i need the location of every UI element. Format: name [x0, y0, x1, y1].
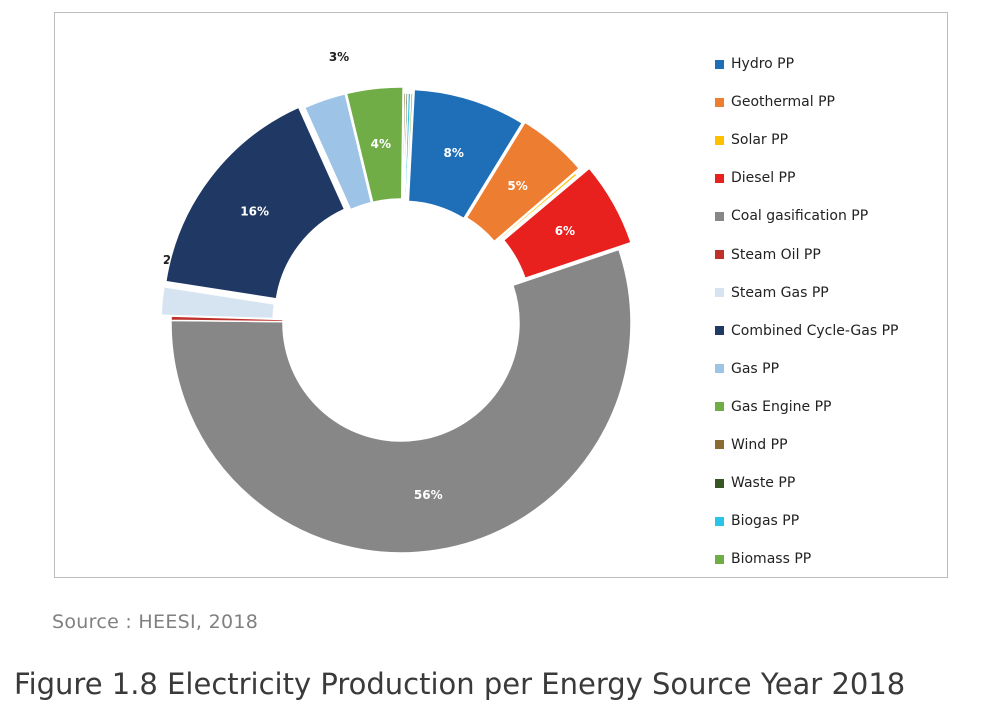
- slice-gas-pp: [303, 92, 373, 211]
- legend-label: Gas PP: [731, 360, 780, 377]
- slice-geothermal-pp: [465, 121, 581, 243]
- legend-item: Gas Engine PP: [715, 388, 898, 426]
- legend-swatch: [715, 478, 724, 488]
- donut-chart: 8%5%6%56%2%16%3%4%: [160, 50, 633, 554]
- legend-label: Biogas PP: [731, 513, 800, 530]
- legend-item: Wind PP: [715, 426, 898, 464]
- legend-label: Steam Oil PP: [731, 246, 821, 263]
- legend-item: Geothermal PP: [715, 83, 898, 121]
- data-label-combined-cycle-gas-pp: 16%: [240, 204, 269, 218]
- data-label-geothermal-pp: 5%: [507, 179, 527, 193]
- legend-label: Solar PP: [731, 132, 789, 149]
- legend-item: Biogas PP: [715, 502, 898, 540]
- slice-coal-gasification-pp: [170, 248, 632, 554]
- slice-combined-cycle-gas-pp: [164, 106, 346, 300]
- slice-hydro-pp: [407, 88, 524, 220]
- legend: Hydro PP Geothermal PP Solar PP Diesel PP Co…: [715, 45, 898, 578]
- legend-label: Geothermal PP: [731, 94, 835, 111]
- legend-item: Steam Oil PP: [715, 235, 898, 273]
- legend-swatch: [715, 173, 724, 183]
- legend-label: Diesel PP: [731, 170, 796, 187]
- legend-item: Diesel PP: [715, 159, 898, 197]
- legend-item: Gas PP: [715, 350, 898, 388]
- slice-solar-pp: [489, 171, 579, 249]
- data-label-hydro-pp: 8%: [444, 146, 464, 160]
- source-note: Source : HEESI, 2018: [52, 611, 259, 633]
- legend-label: Hydro PP: [731, 56, 795, 73]
- legend-swatch: [715, 250, 724, 260]
- slice-diesel-pp: [502, 167, 633, 280]
- legend-label: Coal gasification PP: [731, 208, 869, 225]
- legend-swatch: [715, 402, 724, 412]
- data-label-gas-pp: 3%: [329, 50, 349, 64]
- legend-item: Biomass PP: [715, 540, 898, 578]
- data-label-coal-gasification-pp: 56%: [414, 488, 443, 502]
- slice-steam-gas-pp: [160, 285, 276, 320]
- legend-swatch: [715, 440, 724, 450]
- legend-label: Biomass PP: [731, 551, 812, 568]
- legend-swatch: [715, 516, 724, 526]
- legend-swatch: [715, 326, 724, 336]
- legend-swatch: [715, 97, 724, 107]
- legend-swatch: [715, 364, 724, 374]
- legend-label: Combined Cycle-Gas PP: [731, 322, 899, 339]
- legend-swatch: [715, 135, 724, 145]
- legend-label: Steam Gas PP: [731, 284, 829, 301]
- slice-steam-oil-pp: [170, 315, 284, 323]
- legend-item: Solar PP: [715, 121, 898, 159]
- legend-item: Coal gasification PP: [715, 197, 898, 235]
- legend-item: Waste PP: [715, 464, 898, 502]
- legend-item: Steam Gas PP: [715, 274, 898, 312]
- legend-swatch: [715, 59, 724, 69]
- figure-caption: Figure 1.8 Electricity Production per En…: [14, 667, 906, 701]
- legend-swatch: [715, 288, 724, 298]
- legend-swatch: [715, 554, 724, 564]
- legend-label: Waste PP: [731, 475, 796, 492]
- data-label-diesel-pp: 6%: [555, 224, 575, 238]
- legend-item: Hydro PP: [715, 45, 898, 83]
- legend-label: Wind PP: [731, 436, 788, 453]
- legend-item: Combined Cycle-Gas PP: [715, 312, 898, 350]
- slice-biomass-pp: [405, 92, 414, 206]
- legend-label: Gas Engine PP: [731, 398, 832, 415]
- legend-swatch: [715, 211, 724, 221]
- data-label-gas-engine-pp: 4%: [371, 137, 391, 151]
